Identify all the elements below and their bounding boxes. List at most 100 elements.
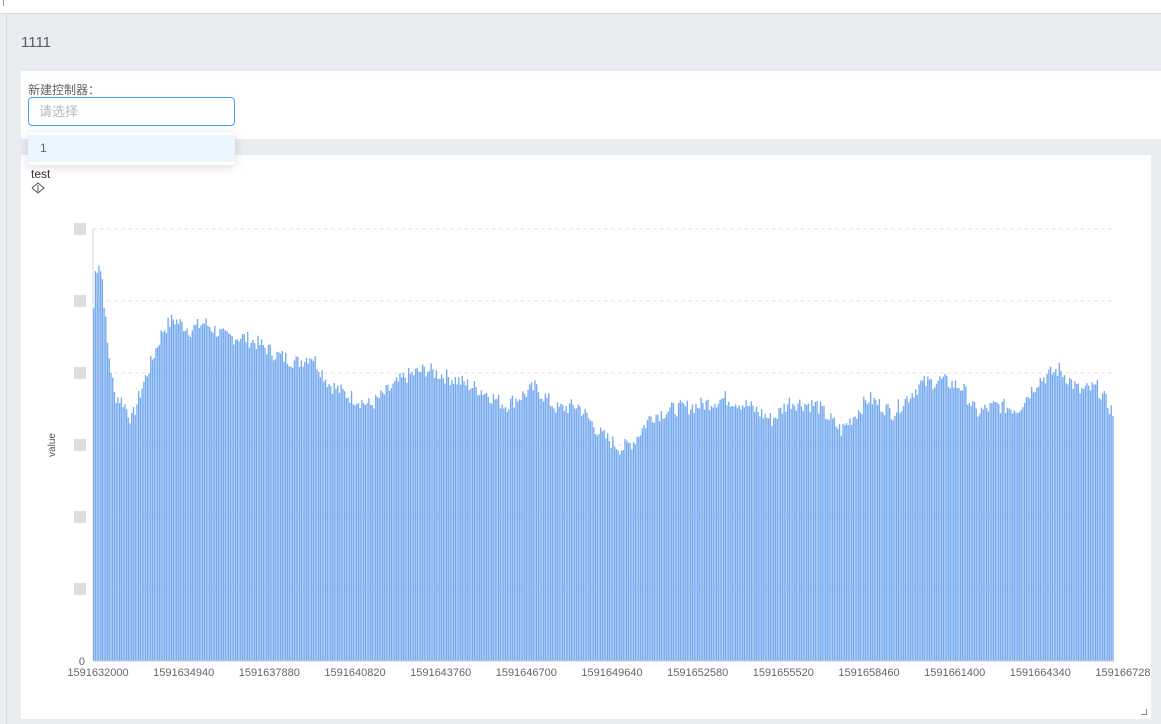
bar: [1046, 374, 1048, 661]
bar: [582, 413, 585, 661]
bar: [1093, 384, 1095, 661]
bar: [504, 407, 507, 661]
bar: [319, 377, 322, 661]
bar: [426, 372, 429, 661]
bar: [849, 418, 851, 661]
bar: [653, 423, 656, 661]
y-tick-label: [74, 367, 86, 379]
bar: [96, 272, 98, 661]
bar: [446, 369, 448, 661]
bar: [698, 408, 701, 661]
y-tick-label: 0: [79, 656, 85, 668]
bar: [558, 406, 560, 661]
bar: [146, 376, 149, 661]
bar: [741, 405, 744, 661]
bar: [1015, 412, 1017, 661]
bar: [861, 414, 863, 661]
bar: [667, 411, 669, 661]
bar: [300, 360, 303, 661]
bar: [651, 422, 654, 661]
bar: [428, 371, 431, 661]
bar: [447, 376, 450, 661]
bar: [1006, 407, 1009, 661]
bar: [979, 413, 981, 661]
bar: [1094, 384, 1097, 661]
bar: [364, 405, 367, 661]
bar: [845, 423, 848, 661]
bar: [399, 373, 401, 661]
bar: [658, 421, 661, 661]
bar: [305, 357, 308, 661]
bar: [728, 401, 730, 661]
bar: [473, 381, 476, 661]
bar: [987, 411, 990, 661]
x-tick-label: 1591646700: [496, 667, 557, 679]
bar: [691, 404, 694, 661]
bar: [177, 323, 180, 661]
bar: [279, 353, 282, 661]
bar: [478, 394, 481, 661]
bar: [93, 308, 95, 661]
dropdown-option[interactable]: 1: [28, 135, 235, 162]
bar: [449, 385, 451, 661]
bar: [594, 434, 597, 661]
bar: [909, 398, 912, 661]
restore-icon[interactable]: [31, 182, 45, 194]
bar: [150, 355, 152, 661]
bar: [217, 335, 219, 661]
bar: [1003, 398, 1005, 661]
bar: [883, 415, 886, 661]
bar: [899, 413, 901, 661]
bar: [693, 413, 695, 661]
bar: [293, 360, 296, 661]
bar: [1062, 376, 1064, 661]
bar: [383, 394, 386, 661]
bar: [918, 384, 920, 661]
bar: [349, 402, 351, 661]
bar: [939, 376, 941, 661]
y-tick-label: [74, 511, 86, 523]
bar: [113, 392, 116, 661]
bar: [975, 408, 977, 661]
bar: [876, 404, 879, 661]
resize-handle-icon[interactable]: [1141, 709, 1147, 715]
bar: [381, 392, 384, 661]
bar: [184, 330, 187, 661]
bar: [546, 397, 548, 661]
bar: [1037, 386, 1040, 661]
bar: [181, 321, 183, 661]
bar: [413, 375, 415, 661]
bar: [227, 333, 230, 661]
bar: [804, 403, 806, 661]
bar: [430, 363, 432, 661]
bar: [624, 438, 626, 661]
bar: [373, 408, 375, 661]
bar: [1020, 409, 1022, 661]
controller-select[interactable]: [28, 97, 235, 126]
bar: [648, 416, 650, 661]
bar: [650, 416, 652, 661]
bar: [99, 271, 102, 661]
bar: [1081, 388, 1083, 661]
bar: [818, 413, 820, 661]
bar: [956, 388, 958, 661]
bar: [208, 327, 211, 661]
bar: [555, 412, 557, 661]
bar: [463, 381, 465, 661]
bar: [726, 405, 728, 661]
y-tick-label: [74, 295, 86, 307]
bar: [565, 406, 567, 661]
bar: [606, 433, 609, 661]
bar: [1072, 388, 1074, 661]
bar: [105, 316, 107, 661]
bar: [212, 332, 214, 661]
bar: [143, 381, 145, 661]
bar: [404, 377, 406, 661]
bar: [875, 400, 877, 661]
bar: [423, 366, 425, 661]
bar: [1024, 402, 1026, 661]
bar: [380, 390, 382, 661]
bar: [1079, 393, 1081, 661]
bar: [337, 385, 339, 661]
bar: [458, 377, 460, 661]
